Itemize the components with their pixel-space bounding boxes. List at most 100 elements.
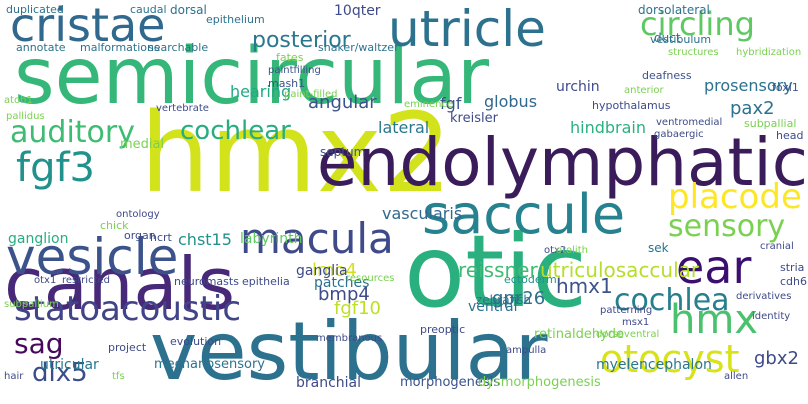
word: hmx1 (556, 274, 613, 298)
word: stria (780, 261, 805, 274)
word: macula (240, 214, 394, 263)
word: saccule (422, 183, 626, 246)
word: project (108, 341, 147, 354)
word: dorsolateral (638, 3, 710, 17)
word: allen (724, 371, 749, 382)
word: auditory (10, 115, 135, 150)
word: ontology (116, 209, 160, 220)
word: duct (654, 31, 681, 45)
word: ventromedial (656, 117, 723, 128)
word: globus (484, 92, 538, 111)
word: hindbrain (570, 118, 647, 137)
word: paint-filled (284, 89, 338, 100)
word: annotate (16, 41, 66, 54)
word: myelencephalon (596, 357, 712, 373)
word: dorsal (170, 3, 207, 17)
word: chick (100, 219, 129, 232)
word: sensory (668, 209, 786, 244)
word: 10qter (334, 3, 381, 19)
word: patches (314, 275, 370, 291)
word: ganglion (8, 231, 69, 247)
word: organ (124, 229, 156, 242)
word: pax2 (730, 98, 775, 119)
word: restricted (62, 275, 110, 286)
word: mash1 (268, 77, 306, 90)
word: cochlear (180, 116, 291, 146)
word: lmo4 (312, 260, 357, 281)
word: utricle (388, 0, 546, 58)
word: ectoderm (504, 273, 557, 286)
word: deafness (642, 69, 692, 82)
word: atoh1 (4, 95, 33, 106)
word: fgf3 (16, 145, 96, 191)
word: patterning (600, 305, 653, 316)
word: hypothalamus (592, 99, 671, 112)
word: ventral (468, 299, 518, 315)
word: evolution (170, 335, 222, 348)
word: semicircular (14, 32, 490, 122)
word: endolymphatic (316, 124, 808, 201)
word: sag (14, 327, 64, 360)
word: sek (648, 241, 669, 255)
word: kreisler (450, 111, 498, 126)
word: posterior (252, 28, 351, 53)
word: subpallium (4, 299, 59, 310)
word: fgf (440, 94, 462, 113)
word: placode (668, 177, 802, 217)
word: derivatives (736, 291, 792, 302)
word: vestibulum (650, 33, 712, 46)
word: prosensory (704, 76, 793, 95)
word: caudal (130, 3, 167, 16)
word: duplicated (6, 3, 64, 16)
word: anterior (624, 85, 664, 96)
word: gpr26 (492, 288, 546, 309)
word: pallidus (6, 111, 45, 122)
word: tfs (112, 371, 125, 382)
word: chst15 (178, 230, 232, 249)
word: canals (4, 242, 235, 326)
word: retinaldehyde (534, 327, 625, 342)
word: cristae (10, 0, 166, 52)
word: labyrinth (240, 231, 303, 247)
word: ganglia (296, 263, 348, 279)
word: mechanosensory (154, 357, 265, 372)
word: cochlea (614, 283, 730, 318)
word: utricular (40, 357, 99, 373)
word: lateral (378, 118, 430, 137)
word: resources (346, 273, 395, 284)
word: urchin (556, 79, 600, 95)
word: hair (4, 371, 24, 382)
word: vertebrate (156, 103, 209, 114)
word: vestibular (150, 305, 548, 398)
word: structures (668, 47, 719, 58)
word: hmx (670, 297, 758, 343)
word: foxi1 (772, 81, 799, 94)
word: subpallial (744, 117, 797, 130)
word: statoacoustic (14, 289, 242, 329)
word: vascularis (382, 204, 463, 223)
word: morphogenesis (400, 375, 501, 390)
word: fates (276, 51, 304, 64)
word: circling (640, 5, 755, 43)
word: vesicle (6, 228, 179, 286)
word: msx1 (622, 317, 650, 328)
word: hybridization (736, 47, 802, 58)
word: membranous (316, 333, 383, 344)
word: eminence (404, 99, 454, 110)
word: head (776, 129, 804, 142)
word: neuromasts (174, 275, 239, 288)
word: cranial (760, 241, 794, 252)
word: branchial (296, 375, 362, 391)
word: shaker/waltzer (318, 41, 399, 54)
word: ear (676, 240, 752, 294)
word: reissner (458, 258, 538, 282)
word: dlx5 (32, 358, 88, 388)
word: gabaergic (654, 129, 704, 140)
word: hcrt (150, 231, 172, 244)
word: otolith (556, 245, 588, 256)
word: otx2 (544, 245, 567, 256)
word: dorsoventral (596, 329, 660, 340)
word: utriculosaccular (540, 258, 700, 282)
word: cdh6 (780, 275, 808, 288)
